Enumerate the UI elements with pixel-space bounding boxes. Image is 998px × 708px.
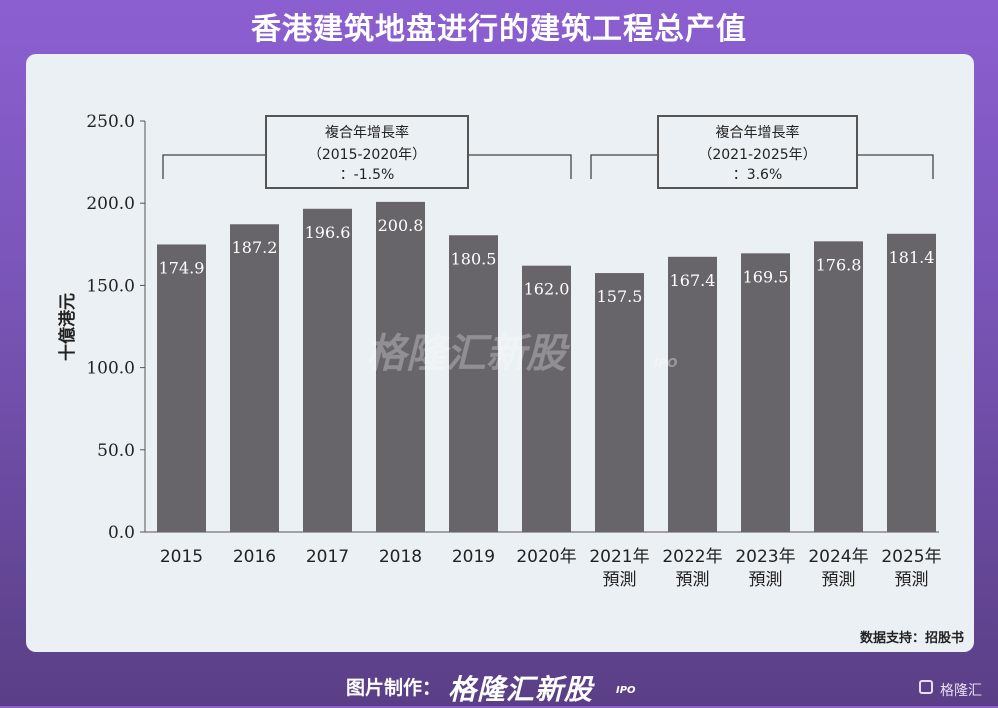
bar-value-label: 196.6 <box>305 223 351 242</box>
bar <box>741 253 790 533</box>
x-tick-label: 2023年 <box>735 547 795 567</box>
y-tick-label: 200.0 <box>86 194 135 214</box>
bar <box>157 244 206 532</box>
x-tick-label: 預測 <box>676 570 710 590</box>
y-tick-label: 0.0 <box>108 523 135 543</box>
watermark-brand: 格隆汇新股 <box>366 331 570 377</box>
bar-value-label: 180.5 <box>451 249 497 268</box>
y-tick-label: 250.0 <box>86 112 135 132</box>
x-tick-label: 2016 <box>233 547 276 567</box>
x-tick-label: 預測 <box>895 570 929 590</box>
bar <box>376 201 425 532</box>
watermark-sub: IPO <box>654 356 677 370</box>
x-tick-label: 預測 <box>603 570 637 590</box>
y-axis-title: 十億港元 <box>57 293 78 361</box>
cagr-box <box>265 115 469 189</box>
bar-value-label: 200.8 <box>378 216 424 235</box>
x-tick-label: 預測 <box>822 570 856 590</box>
page-title: 香港建筑地盘进行的建筑工程总产值 <box>251 12 747 47</box>
y-tick-label: 150.0 <box>86 276 135 296</box>
bar <box>887 233 936 533</box>
bar <box>595 273 644 532</box>
footer-brand-logo: 格隆汇新股 <box>448 673 594 706</box>
cagr-title: 複合年增長率 <box>325 124 409 141</box>
cagr-title: 複合年增長率 <box>716 124 800 141</box>
bar <box>449 235 498 532</box>
y-tick-label: 100.0 <box>86 359 135 379</box>
corner-brand: 格隆汇 <box>940 683 982 699</box>
x-tick-label: 2024年 <box>808 547 868 567</box>
bar-value-label: 174.9 <box>159 258 205 277</box>
x-tick-label: 2021年 <box>589 547 649 567</box>
bar-value-label: 181.4 <box>889 248 935 267</box>
cagr-box <box>657 115 858 189</box>
bar-value-label: 157.5 <box>597 287 643 306</box>
x-tick-label: 2017 <box>306 547 349 567</box>
bar <box>522 265 571 532</box>
footer-label: 图片制作： <box>346 677 442 699</box>
bar-value-label: 176.8 <box>816 255 862 274</box>
source-note: 数据支持：招股书 <box>860 630 964 646</box>
corner-logo-icon <box>919 680 933 694</box>
bar <box>303 208 352 532</box>
cagr-value: ：3.6% <box>733 167 783 183</box>
x-tick-label: 2019 <box>452 547 495 567</box>
x-tick-label: 2022年 <box>662 547 722 567</box>
cagr-period: （2021-2025年） <box>698 147 816 163</box>
cagr-period: （2015-2020年） <box>308 147 426 163</box>
cagr-value: ：-1.5% <box>340 167 395 183</box>
bar-chart: 0.0 50.0 100.0 150.0 200.0 250.0 十億港元 174.9 2015… <box>57 112 964 646</box>
x-tick-label: 2018 <box>379 547 422 567</box>
footer-brand-sub: IPO <box>616 685 636 696</box>
bar-value-label: 187.2 <box>232 238 278 257</box>
bar <box>668 256 717 532</box>
x-tick-label: 2015 <box>160 547 203 567</box>
x-tick-label: 2020年 <box>516 547 576 567</box>
bar-value-label: 169.5 <box>743 267 789 286</box>
bar <box>814 241 863 532</box>
bar <box>230 224 279 532</box>
y-tick-label: 50.0 <box>97 441 135 461</box>
bar-value-label: 162.0 <box>524 280 570 299</box>
bar-value-label: 167.4 <box>670 271 716 290</box>
x-tick-label: 2025年 <box>881 547 941 567</box>
x-tick-label: 預測 <box>749 570 783 590</box>
